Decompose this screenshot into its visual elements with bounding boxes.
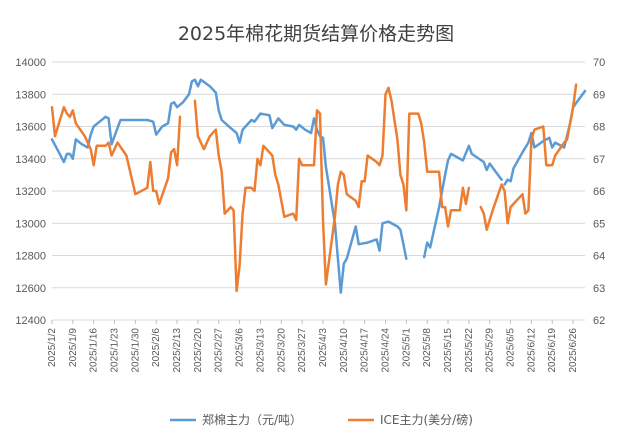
x-tick-label: 2025/1/30 [130,328,141,373]
x-tick-label: 2025/1/9 [68,328,79,367]
y-left-tick-label: 13400 [15,154,46,166]
chart-title: 2025年棉花期货结算价格走势图 [178,23,454,45]
x-axis: 2025/1/2 2025/1/9 2025/1/16 2025/1/23 2025/1… [47,320,579,373]
x-tick-label: 2025/6/26 [568,328,579,373]
x-tick-label: 2025/5/22 [464,328,475,373]
x-tick-label: 2025/2/27 [214,328,225,373]
y-right-tick-label: 70 [593,57,605,69]
y-right-tick-label: 68 [593,122,605,134]
y-left-tick-label: 13200 [15,186,46,198]
y-right-tick-label: 67 [593,154,605,166]
x-tick-label: 2025/1/2 [47,328,58,367]
legend-label-ice: ICE主力(美分/磅) [380,412,473,427]
y-left-tick-label: 12600 [15,283,46,295]
x-tick-label: 2025/5/15 [443,328,454,373]
y-left-tick-label: 13000 [15,218,46,230]
y-axis-right: 62 63 64 65 66 67 68 69 70 [593,57,605,327]
x-tick-label: 2025/6/5 [506,328,517,367]
y-left-tick-label: 12800 [15,251,46,263]
x-tick-label: 2025/6/19 [547,328,558,373]
x-tick-label: 2025/4/3 [318,328,329,367]
series-line-zhengmian [50,78,408,294]
x-tick-label: 2025/3/13 [255,328,266,373]
y-right-tick-label: 69 [593,89,605,101]
y-left-tick-label: 13600 [15,122,46,134]
series-lines [50,78,587,294]
legend: 郑棉主力（元/吨） ICE主力(美分/磅) [170,412,473,427]
x-tick-label: 2025/4/10 [339,328,350,373]
y-axis-left: 12400 12600 12800 13000 13200 13400 13600 13800… [15,57,46,327]
y-left-tick-label: 12400 [15,315,46,327]
series-line-zhengmian [422,144,503,259]
x-tick-label: 2025/6/12 [526,328,537,373]
y-left-tick-label: 14000 [15,57,46,69]
x-tick-label: 2025/2/20 [193,328,204,373]
x-tick-label: 2025/3/27 [297,328,308,373]
series-line-ice [479,83,578,231]
x-tick-label: 2025/5/8 [422,328,433,367]
y-right-tick-label: 65 [593,218,605,230]
x-tick-label: 2025/2/6 [151,328,162,367]
y-right-tick-label: 62 [593,315,605,327]
x-tick-label: 2025/1/16 [89,328,100,373]
legend-item-zhengmian: 郑棉主力（元/吨） [170,412,302,427]
series-line-ice [193,86,471,293]
x-tick-label: 2025/4/17 [360,328,371,373]
x-tick-label: 2025/4/24 [380,328,391,373]
x-tick-label: 2025/1/23 [110,328,121,373]
series-line-ice [50,105,182,206]
x-tick-label: 2025/3/6 [235,328,246,367]
x-tick-label: 2025/2/13 [172,328,183,373]
legend-label-zhengmian: 郑棉主力（元/吨） [202,412,302,427]
y-right-tick-label: 64 [593,251,605,263]
legend-item-ice: ICE主力(美分/磅) [348,412,473,427]
y-right-tick-label: 63 [593,283,605,295]
x-tick-label: 2025/3/20 [276,328,287,373]
x-tick-label: 2025/5/1 [401,328,412,367]
y-right-tick-label: 66 [593,186,605,198]
x-tick-label: 2025/5/29 [485,328,496,373]
y-left-tick-label: 13800 [15,89,46,101]
